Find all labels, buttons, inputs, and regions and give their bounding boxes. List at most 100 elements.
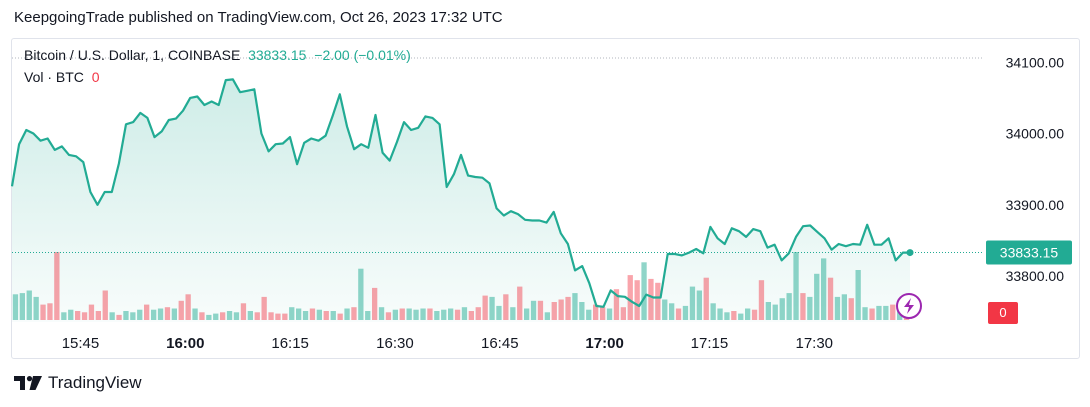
volume-bar	[758, 280, 765, 320]
volume-bar	[703, 277, 709, 320]
x-tick-label: 17:15	[691, 335, 729, 352]
volume-bar	[558, 299, 564, 320]
volume-bar	[19, 293, 25, 320]
volume-bar	[365, 311, 371, 320]
volume-bar	[61, 312, 67, 320]
volume-bar	[26, 290, 32, 320]
volume-bar	[461, 307, 468, 320]
volume-bar	[385, 312, 392, 320]
volume-bar	[503, 294, 509, 320]
volume-bar	[330, 311, 336, 320]
volume-bar	[883, 305, 889, 320]
volume-bar	[489, 296, 495, 320]
x-tick-label: 16:30	[376, 335, 414, 352]
volume-bar	[634, 280, 640, 320]
volume-bar	[710, 303, 716, 320]
volume-bar	[869, 308, 875, 320]
volume-bar	[95, 311, 101, 320]
volume-bar	[648, 278, 654, 320]
legend-last-price: 33833.15	[248, 47, 307, 63]
volume-label[interactable]: Vol · BTC	[24, 69, 84, 85]
volume-bar	[413, 309, 419, 320]
volume-bar	[807, 296, 813, 320]
volume-bar	[378, 307, 385, 320]
y-tick-label: 33900.00	[1006, 197, 1065, 213]
volume-bar	[68, 309, 74, 320]
volume-bar	[47, 303, 53, 320]
volume-bar	[620, 307, 626, 320]
volume-bar	[102, 290, 108, 320]
volume-bar	[537, 300, 544, 320]
volume-bar	[268, 312, 274, 320]
volume-bar	[593, 304, 599, 320]
volume-bar	[157, 308, 164, 320]
volume-bar	[33, 296, 39, 320]
volume-bar	[724, 312, 730, 320]
volume-bar	[199, 312, 205, 320]
last-price-tag	[986, 240, 1072, 265]
volume-bar	[510, 307, 516, 320]
volume-bar	[600, 307, 606, 320]
volume-bar	[475, 307, 481, 320]
volume-bar	[675, 308, 682, 320]
x-tick-label: 16:00	[166, 335, 204, 352]
volume-value: 0	[91, 69, 100, 85]
volume-bar	[524, 308, 530, 320]
volume-bar	[296, 308, 302, 320]
volume-bar	[247, 311, 253, 320]
volume-bar	[434, 311, 440, 320]
volume-bar	[289, 307, 295, 320]
volume-bar	[613, 289, 620, 320]
volume-bar	[302, 311, 309, 320]
tradingview-logo-icon	[14, 376, 42, 390]
volume-bar	[81, 312, 88, 320]
volume-bar	[441, 309, 447, 320]
lightning-bolt-icon	[904, 298, 914, 314]
volume-bar	[116, 314, 122, 320]
volume-bar	[800, 293, 806, 320]
y-tick-label: 34000.00	[1006, 126, 1065, 142]
volume-bar	[779, 298, 785, 320]
volume-bar	[876, 305, 882, 320]
volume-bar	[579, 302, 585, 320]
volume-bar	[12, 294, 19, 320]
symbol-name[interactable]: Bitcoin / U.S. Dollar, 1, COINBASE	[24, 47, 241, 63]
volume-bar	[206, 314, 212, 320]
x-tick-label: 16:45	[481, 335, 519, 352]
volume-bar	[821, 258, 827, 320]
volume-bar	[406, 308, 412, 320]
volume-bar	[793, 252, 799, 320]
volume-bar	[814, 273, 820, 320]
volume-bar	[392, 309, 398, 320]
y-tick-label: 33800.00	[1006, 268, 1065, 284]
volume-bar	[606, 308, 613, 320]
volume-tag-label: 0	[999, 305, 1006, 320]
volume-bar	[137, 309, 143, 320]
volume-bar	[372, 287, 378, 320]
volume-bar	[627, 275, 633, 320]
volume-legend: Vol · BTC 0	[24, 69, 99, 85]
volume-bar	[544, 312, 550, 320]
volume-bar	[185, 294, 191, 320]
volume-bar	[448, 308, 454, 320]
volume-bar	[848, 298, 854, 320]
volume-tag	[988, 302, 1018, 324]
last-price-dot	[906, 249, 914, 257]
volume-bar	[233, 312, 240, 320]
volume-bar	[662, 299, 668, 320]
volume-bar	[717, 308, 723, 320]
x-tick-label: 15:45	[62, 335, 100, 352]
volume-bar	[834, 296, 841, 320]
volume-bar	[841, 294, 847, 320]
volume-bar	[178, 300, 184, 320]
footer-brand[interactable]: TradingView	[14, 373, 142, 393]
volume-bar	[282, 313, 288, 320]
last-price-tag-label: 33833.15	[1000, 244, 1059, 260]
volume-bar	[54, 252, 60, 320]
volume-bar	[786, 293, 792, 320]
volume-bar	[164, 307, 171, 320]
volume-bar	[855, 270, 861, 320]
volume-bar	[862, 307, 868, 320]
volume-bar	[261, 296, 267, 320]
